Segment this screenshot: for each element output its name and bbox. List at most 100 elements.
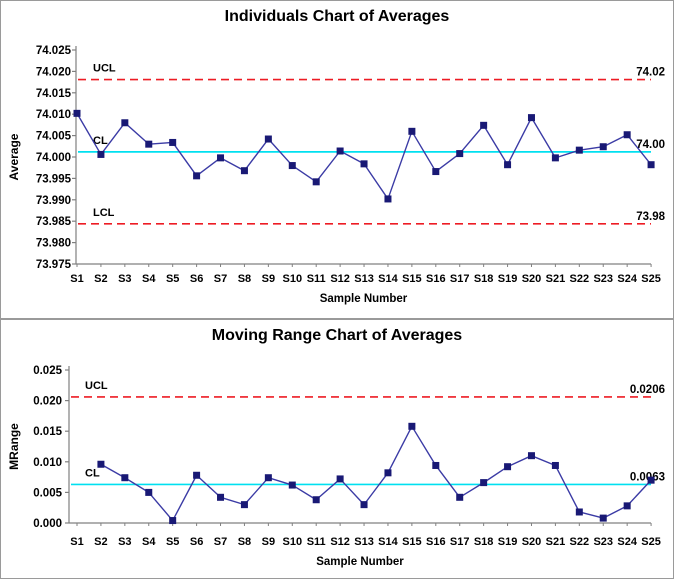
data-point — [504, 161, 512, 169]
y-tick-label: 0.010 — [33, 457, 62, 469]
data-point — [73, 109, 81, 117]
x-tick-label: S2 — [94, 536, 107, 548]
individuals-chart: 73.975 73.980 73.985 73.990 73.995 74.000 74.0… — [7, 45, 666, 305]
ucl-value-label: 74.02 — [636, 67, 665, 79]
y-tick-label: 73.975 — [36, 259, 72, 271]
x-tick-label: S1 — [70, 536, 83, 548]
x-tick-label: S17 — [450, 273, 470, 285]
data-point — [599, 143, 607, 151]
y-tick-label: 73.980 — [36, 238, 71, 250]
y-axis-title: Average — [7, 133, 21, 180]
x-tick-label: S8 — [238, 536, 251, 548]
x-tick-label: S16 — [426, 536, 446, 548]
data-point — [384, 469, 392, 477]
individuals-chart-title: Individuals Chart of Averages — [224, 8, 450, 25]
data-point — [312, 496, 320, 504]
data-point — [647, 476, 655, 484]
cl-label: CL — [85, 467, 100, 479]
x-tick-label: S9 — [262, 273, 275, 285]
x-tick-label: S15 — [402, 536, 422, 548]
x-tick-label: S5 — [166, 536, 179, 548]
data-point — [121, 474, 129, 482]
data-point — [240, 501, 248, 509]
y-tick-label: 73.995 — [36, 173, 72, 185]
moving-range-chart-panel: 0.000 0.005 0.010 0.015 0.020 0.025 S1 S2 S3 S4 S5… — [0, 319, 674, 579]
x-tick-label: S3 — [118, 536, 131, 548]
y-tick-label: 0.000 — [33, 518, 62, 530]
x-axis-title: Sample Number — [320, 293, 408, 305]
data-point — [97, 460, 105, 468]
lcl-label: LCL — [93, 207, 115, 219]
data-point — [360, 160, 368, 168]
x-tick-label: S6 — [190, 273, 203, 285]
y-tick-label: 0.005 — [33, 487, 62, 499]
y-tick-label: 73.985 — [36, 216, 72, 228]
ucl-label: UCL — [93, 63, 116, 75]
data-point — [217, 493, 225, 501]
x-tick-label: S22 — [570, 273, 590, 285]
x-tick-label: S7 — [214, 536, 227, 548]
y-tick-label: 0.020 — [33, 396, 62, 408]
x-tick-label: S11 — [307, 536, 326, 548]
data-point — [288, 481, 296, 489]
x-tick-label: S5 — [166, 273, 179, 285]
data-point — [384, 195, 392, 203]
y-tick-label: 74.010 — [36, 109, 71, 121]
y-axis-title: MRange — [7, 423, 21, 470]
x-tick-label: S11 — [307, 273, 326, 285]
ucl-value-label: 0.0206 — [630, 384, 665, 396]
data-point — [288, 162, 296, 170]
cl-value-label: 74.00 — [636, 139, 665, 151]
y-tick-label: 74.005 — [36, 131, 72, 143]
x-tick-label: S13 — [354, 536, 374, 548]
data-point — [408, 422, 416, 430]
data-point — [480, 479, 488, 487]
y-tick-label: 74.015 — [36, 88, 72, 100]
data-point — [193, 172, 201, 180]
x-axis-title: Sample Number — [316, 556, 404, 568]
data-point — [575, 508, 583, 516]
x-tick-label: S21 — [546, 536, 566, 548]
y-tick-label: 0.015 — [33, 426, 62, 438]
data-point — [336, 475, 344, 483]
series-line — [100, 425, 652, 522]
moving-range-chart-title: Moving Range Chart of Averages — [211, 327, 463, 344]
data-point — [599, 514, 607, 522]
ucl-label: UCL — [85, 380, 108, 392]
data-point — [312, 178, 320, 186]
data-point — [264, 474, 272, 482]
x-tick-label: S25 — [641, 273, 661, 285]
x-tick-label: S23 — [593, 273, 613, 285]
data-point — [647, 161, 655, 169]
data-point — [623, 502, 631, 510]
x-tick-label: S18 — [474, 273, 494, 285]
x-tick-label: S13 — [354, 273, 374, 285]
data-point — [432, 168, 440, 176]
x-tick-label: S15 — [402, 273, 422, 285]
data-point — [360, 501, 368, 509]
y-tick-label: 73.990 — [36, 195, 71, 207]
y-tick-label: 0.025 — [33, 365, 62, 377]
x-tick-label: S21 — [546, 273, 566, 285]
y-tick-label: 74.000 — [36, 152, 71, 164]
data-point — [527, 114, 535, 122]
data-point — [575, 146, 583, 154]
data-point — [145, 488, 153, 496]
x-tick-label: S7 — [214, 273, 227, 285]
x-tick-label: S19 — [498, 536, 518, 548]
x-tick-label: S10 — [282, 536, 302, 548]
data-point — [456, 493, 464, 501]
x-tick-label: S23 — [593, 536, 613, 548]
x-tick-label: S12 — [330, 273, 350, 285]
data-point — [121, 119, 129, 127]
x-tick-label: S25 — [641, 536, 661, 548]
x-tick-label: S1 — [70, 273, 83, 285]
data-point — [169, 138, 177, 146]
data-point — [193, 471, 201, 479]
data-point — [504, 463, 512, 471]
cl-value-label: 0.0063 — [630, 471, 665, 483]
data-point — [480, 121, 488, 129]
data-point — [551, 461, 559, 469]
x-tick-label: S24 — [617, 273, 637, 285]
